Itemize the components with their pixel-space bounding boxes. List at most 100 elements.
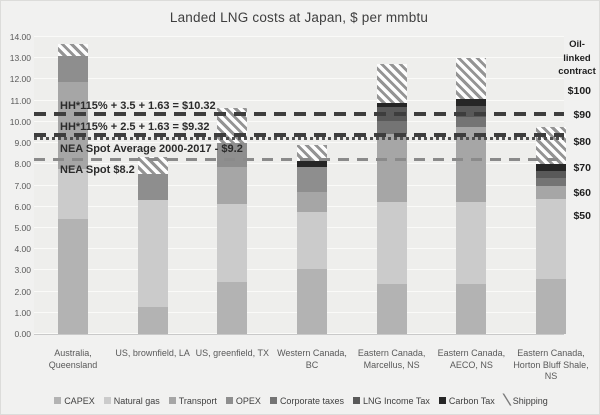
y-axis-tick: 4.00	[14, 244, 31, 255]
category-label: Eastern Canada, AECO, NS	[426, 348, 516, 371]
y-axis-tick: 11.00	[10, 95, 31, 106]
ref-line-label: NEA Spot $8.2	[60, 164, 135, 177]
bar-segment-corporate-taxes	[376, 120, 407, 134]
bar-segment-capex	[297, 269, 327, 334]
legend-item-carbon-tax: Carbon Tax	[438, 395, 495, 406]
bar-segment-shipping	[58, 44, 88, 57]
y-axis-tick: 13.00	[9, 53, 31, 64]
bar-segment-natural-gas	[217, 203, 248, 283]
category-label: Australia, Queensland	[28, 348, 118, 371]
legend-label: Transport	[178, 395, 217, 406]
gridline	[34, 99, 564, 101]
bar-segment-transport	[376, 133, 407, 203]
y-axis-tick: 12.00	[9, 74, 31, 85]
y-axis-tick: 6.00	[14, 201, 31, 212]
bar-segment-lng-income-tax	[536, 170, 567, 179]
legend-label: LNG Income Tax	[362, 395, 430, 406]
gridline	[34, 78, 564, 80]
bar-segment-transport	[58, 81, 88, 169]
bar-segment-natural-gas	[456, 202, 487, 285]
legend-label: Natural gas	[113, 395, 160, 406]
bar-segment-shipping	[297, 145, 327, 162]
right-axis-title: Oil-linked contract	[555, 38, 599, 79]
category-label-line: US, brownfield, LA	[115, 348, 190, 358]
y-axis-tick: 10.00	[9, 116, 31, 127]
bar-segment-capex	[456, 284, 487, 334]
bar-segment-shipping	[137, 156, 168, 174]
right-axis-tick: $60	[573, 186, 591, 199]
category-label: Western Canada, BC	[267, 348, 357, 371]
legend-label: OPEX	[235, 395, 261, 406]
category-label: Eastern Canada, Horton Bluff Shale, NS	[506, 348, 596, 383]
y-axis-tick: 8.00	[14, 159, 31, 170]
legend-item-capex: CAPEX	[54, 396, 95, 406]
bar-segment-transport	[536, 185, 567, 200]
bar-segment-natural-gas	[58, 168, 88, 220]
gridline	[34, 36, 564, 37]
ref-line-label: HH*115% + 2.5 + 1.63 = $9.32	[60, 121, 210, 134]
bar-segment-shipping	[456, 58, 487, 99]
legend-label: Carbon Tax	[448, 395, 495, 406]
gridline	[34, 57, 564, 59]
bar-segment-capex	[137, 307, 168, 334]
bar-segment-corporate-taxes	[536, 178, 567, 186]
category-label-line: Horton Bluff Shale,	[513, 359, 589, 370]
legend-swatch-icon	[168, 397, 176, 404]
bar-segment-opex	[297, 167, 327, 192]
right-axis-tick: $50	[573, 209, 591, 222]
legend-swatch-icon	[103, 397, 111, 404]
bar-segment-capex	[58, 219, 88, 334]
legend-swatch-icon	[269, 397, 277, 404]
bar-segment-corporate-taxes	[456, 116, 487, 128]
bar-segment-capex	[376, 284, 407, 334]
ref-line	[34, 112, 564, 117]
bar-segment-opex	[137, 173, 168, 201]
category-label-line: Queensland	[48, 359, 98, 370]
shipping-hatch-icon: ╲	[503, 395, 511, 406]
bar-segment-carbon-tax	[536, 164, 567, 171]
legend-item-lng-income-tax: LNG Income Tax	[352, 395, 430, 406]
category-label-line: Eastern Canada,	[517, 348, 585, 358]
bar-segment-transport	[297, 191, 327, 213]
category-label-line: NS	[544, 371, 558, 381]
bar-segment-natural-gas	[376, 202, 407, 285]
ref-line-label: HH*115% + 3.5 + 1.63 = $10.32	[60, 100, 216, 113]
plot-area: HH*115% + 3.5 + 1.63 = $10.32 HH*115% + 2…	[34, 36, 567, 335]
right-axis-title-line: linked	[563, 52, 591, 64]
bar-segment-natural-gas	[536, 199, 567, 279]
right-axis-tick: $80	[573, 135, 591, 148]
gridline	[34, 142, 564, 144]
y-axis-tick: 7.00	[14, 180, 31, 191]
bar-segment-transport	[217, 167, 248, 204]
bar-segment-carbon-tax	[297, 161, 327, 168]
category-label: US, greenfield, TX	[187, 348, 277, 360]
legend-swatch-icon	[352, 397, 360, 404]
legend: CAPEX Natural gas Transport OPEX Corporate t…	[1, 395, 600, 406]
category-label: Eastern Canada, Marcellus, NS	[347, 348, 437, 371]
legend-item-transport: Transport	[168, 395, 217, 406]
ref-line	[34, 158, 564, 162]
legend-item-corporate-taxes: Corporate taxes	[269, 396, 344, 406]
right-axis-title-line: Oil-	[569, 39, 585, 50]
bar-segment-capex	[536, 278, 567, 334]
category-label-line: US, greenfield, TX	[195, 348, 270, 358]
gridline	[34, 120, 564, 122]
category-label-line: Western Canada,	[277, 348, 347, 358]
y-axis-tick: 9.00	[14, 138, 31, 149]
legend-label: Shipping	[512, 395, 548, 406]
bar-segment-natural-gas	[297, 212, 327, 270]
ref-line-label: NEA Spot Average 2000-2017 - $9.2	[60, 142, 243, 155]
y-axis-tick: 5.00	[14, 222, 31, 233]
category-label-line: Australia,	[54, 348, 92, 358]
bar-segment-lng-income-tax	[456, 105, 487, 117]
bar-segment-shipping	[376, 63, 407, 103]
bar-segment-natural-gas	[137, 200, 168, 308]
legend-swatch-icon	[438, 397, 446, 404]
right-axis-tick: $100	[567, 84, 591, 97]
right-axis-tick: $90	[573, 108, 591, 121]
legend-item-opex: OPEX	[225, 395, 261, 406]
legend-label: CAPEX	[64, 395, 95, 406]
bar-segment-carbon-tax	[376, 102, 407, 108]
legend-item-natural-gas: Natural gas	[103, 395, 160, 406]
